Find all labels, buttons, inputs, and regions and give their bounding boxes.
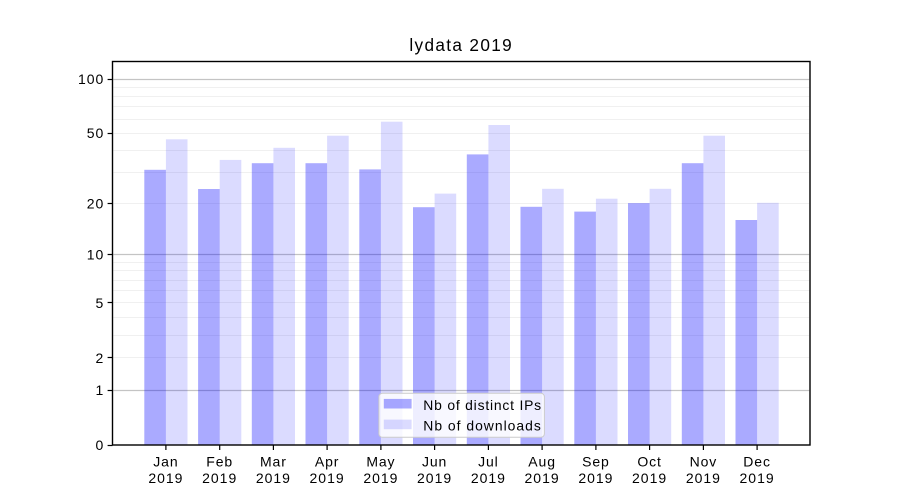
- svg-text:2019: 2019: [148, 470, 183, 486]
- svg-text:2019: 2019: [256, 470, 291, 486]
- svg-text:2019: 2019: [471, 470, 506, 486]
- svg-text:2019: 2019: [686, 470, 721, 486]
- svg-text:Mar: Mar: [260, 454, 287, 470]
- svg-text:5: 5: [96, 295, 105, 311]
- svg-text:2019: 2019: [363, 470, 398, 486]
- svg-text:lydata 2019: lydata 2019: [409, 35, 513, 55]
- svg-text:2019: 2019: [632, 470, 667, 486]
- svg-text:2019: 2019: [578, 470, 613, 486]
- svg-text:50: 50: [87, 125, 105, 141]
- svg-text:Dec: Dec: [743, 454, 771, 470]
- svg-text:May: May: [366, 454, 395, 470]
- svg-text:Apr: Apr: [315, 454, 340, 470]
- svg-text:Nb of distinct IPs: Nb of distinct IPs: [423, 397, 542, 413]
- svg-text:Nov: Nov: [690, 454, 718, 470]
- svg-text:Jan: Jan: [153, 454, 178, 470]
- svg-text:Sep: Sep: [582, 454, 610, 470]
- svg-text:0: 0: [96, 437, 105, 453]
- svg-text:100: 100: [78, 71, 104, 87]
- svg-text:Jun: Jun: [422, 454, 447, 470]
- svg-text:Oct: Oct: [637, 454, 661, 470]
- svg-text:2019: 2019: [310, 470, 345, 486]
- svg-text:2019: 2019: [525, 470, 560, 486]
- svg-text:Feb: Feb: [206, 454, 233, 470]
- svg-text:2019: 2019: [202, 470, 237, 486]
- svg-text:10: 10: [87, 247, 105, 263]
- svg-text:2019: 2019: [740, 470, 775, 486]
- svg-text:20: 20: [87, 196, 105, 212]
- svg-text:Aug: Aug: [528, 454, 556, 470]
- svg-text:2: 2: [96, 350, 105, 366]
- svg-text:Jul: Jul: [478, 454, 499, 470]
- svg-text:1: 1: [96, 382, 105, 398]
- svg-text:Nb of downloads: Nb of downloads: [423, 418, 541, 434]
- svg-text:2019: 2019: [417, 470, 452, 486]
